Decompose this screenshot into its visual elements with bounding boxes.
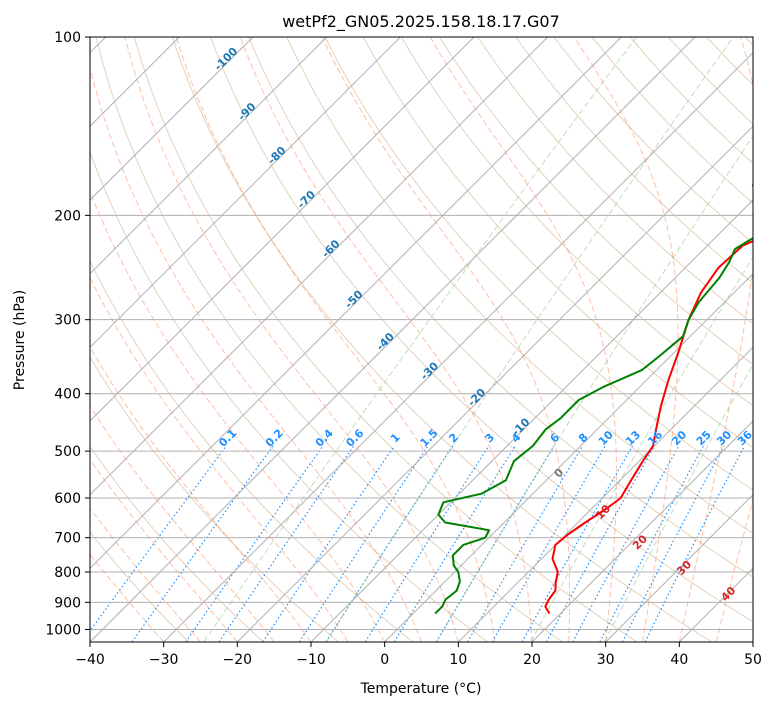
dry-adiabat-line [90,445,264,642]
saturation-line [435,134,753,642]
y-tick-label: 300 [54,313,81,329]
y-tick-label: 800 [54,565,81,581]
y-tick-label: 100 [54,30,81,46]
y-tick-label: 200 [54,208,81,224]
x-tick-label: 30 [597,652,615,668]
x-tick-label: 40 [670,652,688,668]
x-axis-label: Temperature (°C) [360,681,482,697]
mixing-ratio-line [218,445,355,642]
dry-adiabat-line [438,37,753,366]
dry-adiabat-line [210,37,753,623]
isotherm-line [90,37,696,642]
y-tick-label: 700 [54,531,81,547]
isotherm-line [310,199,753,642]
moist-adiabat-line [90,276,349,642]
moist-adiabat-line [90,189,386,642]
dry-adiabat-line [515,37,753,284]
mixing-ratio-line [185,445,324,642]
mixing-ratio-line [262,445,395,642]
isotherm-line [90,37,622,570]
dry-adiabat-line [90,531,190,642]
pressure-gridlines [90,37,753,630]
profile-line-0 [544,240,753,615]
isotherm-line [163,51,753,642]
mixing-ratio-line [298,445,429,642]
plot-frame [89,36,754,643]
dry-adiabat-line [248,37,753,578]
moist-adiabat-line [573,37,679,642]
profile-line-1 [434,184,753,615]
y-axis-label: Pressure (hPa) [12,290,28,390]
isotherm-line [90,37,401,349]
x-tick-label: 20 [523,652,541,668]
mixing-ratio-line [545,445,656,642]
mixing-ratio-line [621,445,725,642]
sounding-profiles [434,184,753,615]
isotherm-line [90,37,254,201]
moist-adiabat-line [124,37,459,642]
moist-adiabat-line [175,37,496,642]
mixing-ratio-line [364,445,490,642]
isotherm-line [236,125,753,642]
moist-adiabat-line [90,66,422,642]
moist-adiabat-line [90,553,165,642]
x-tick-label: 50 [744,652,762,668]
y-tick-label: 900 [54,595,81,611]
mixing-ratio-line [466,445,584,642]
chart-title: wetPf2_GN05.2025.158.18.17.G07 [282,12,560,32]
y-tick-label: 500 [54,444,81,460]
x-axis: −40 −30 −20 −10 0 10 20 30 40 50 [75,642,762,668]
isotherm-line [90,37,328,275]
mixing-ratio-line [521,445,634,642]
saturation-line [604,363,753,642]
moist-adiabat-line [90,507,201,642]
isotherm-line [90,37,475,422]
mixing-ratio-line [644,445,746,642]
isotherm-line [605,493,753,642]
isotherm-line [384,272,753,642]
isotherm-lines [90,37,753,642]
moist-adiabat-line [90,458,238,642]
saturation-line [530,255,753,642]
x-tick-label: −40 [75,652,105,668]
dry-adiabat-line [90,356,339,642]
moist-adiabat-line [90,346,312,642]
dry-adiabat-line [400,37,753,407]
y-tick-label: 1000 [45,622,81,638]
dry-adiabat-line [90,150,488,642]
x-tick-label: −20 [223,652,253,668]
moist-adiabats [90,37,753,642]
y-axis: 100 200 300 400 500 600 700 800 900 1000 [45,30,90,638]
dry-adiabat-line [324,37,753,491]
dry-adiabat-line [95,37,563,642]
moist-adiabat-line [321,37,571,642]
mixing-ratio-lines [90,37,753,642]
moist-adiabat-line [90,405,275,642]
x-tick-label: −10 [296,652,326,668]
dry-adiabat-line [477,37,753,325]
dry-adiabat-line [362,37,753,449]
x-tick-label: 0 [380,652,389,668]
isotherm-line [531,420,753,642]
x-tick-label: −30 [149,652,179,668]
moist-adiabat-line [239,37,533,642]
x-tick-label: 10 [449,652,467,668]
mixing-ratio-line [131,445,274,642]
moist-adiabat-line [678,37,753,642]
saturation-line [203,37,637,642]
moist-adiabat-line [429,37,617,642]
isotherm-line [90,37,549,496]
y-tick-label: 600 [54,491,81,507]
y-tick-label: 400 [54,387,81,403]
dry-adiabat-line [133,37,638,642]
